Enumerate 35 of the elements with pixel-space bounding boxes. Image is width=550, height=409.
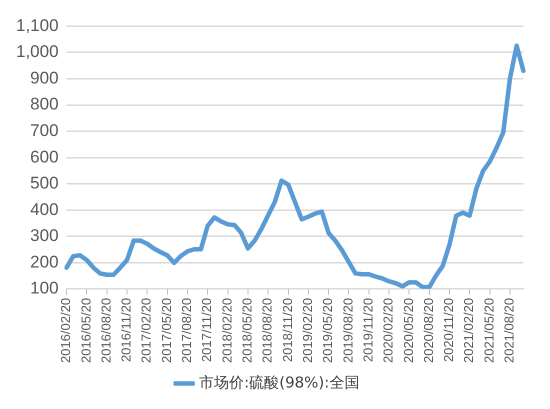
y-tick-label: 600 bbox=[30, 147, 59, 166]
y-tick-label: 900 bbox=[30, 68, 59, 88]
x-tick-label: 2017/05/20 bbox=[158, 298, 174, 364]
y-tick-label: 400 bbox=[30, 200, 59, 219]
x-tick-label: 2016/02/20 bbox=[58, 298, 74, 364]
x-tick-label: 2019/05/20 bbox=[320, 298, 336, 364]
y-tick-label: 500 bbox=[30, 174, 59, 193]
x-tick-label: 2017/11/20 bbox=[199, 298, 214, 362]
x-tick-label: 2019/11/20 bbox=[360, 298, 376, 362]
y-tick-label: 700 bbox=[30, 120, 59, 140]
y-tick-label: 100 bbox=[30, 278, 59, 298]
x-tick-label: 2021/02/20 bbox=[461, 298, 476, 364]
x-tick-label: 2018/11/20 bbox=[280, 298, 295, 362]
x-tick-label: 2020/11/20 bbox=[441, 298, 456, 362]
legend-label: 市场价:硫酸(98%):全国 bbox=[199, 373, 360, 392]
x-tick-label: 2021/05/20 bbox=[481, 298, 496, 364]
x-tick-label: 2021/08/20 bbox=[502, 298, 517, 364]
y-tick-label: 1,000 bbox=[16, 42, 59, 62]
y-tick-label: 800 bbox=[30, 94, 59, 114]
x-tick-label: 2018/02/20 bbox=[219, 298, 234, 364]
x-tick-label: 2020/05/20 bbox=[400, 298, 416, 364]
x-tick-label: 2016/05/20 bbox=[78, 298, 94, 364]
x-tick-label: 2018/08/20 bbox=[260, 298, 275, 364]
y-tick-label: 300 bbox=[30, 226, 59, 246]
x-tick-label: 2018/05/20 bbox=[240, 298, 255, 364]
x-tick-label: 2020/02/20 bbox=[380, 298, 396, 364]
x-tick-label: 2016/08/20 bbox=[98, 298, 114, 364]
x-tick-label: 2020/08/20 bbox=[420, 298, 436, 364]
y-tick-label: 200 bbox=[30, 252, 59, 272]
y-tick-label: 1,100 bbox=[16, 16, 59, 35]
x-tick-label: 2017/08/20 bbox=[179, 298, 194, 364]
x-tick-label: 2019/08/20 bbox=[340, 298, 356, 364]
x-tick-label: 2017/02/20 bbox=[138, 298, 154, 364]
x-tick-label: 2019/02/20 bbox=[300, 298, 315, 364]
x-tick-label: 2016/11/20 bbox=[118, 298, 134, 362]
